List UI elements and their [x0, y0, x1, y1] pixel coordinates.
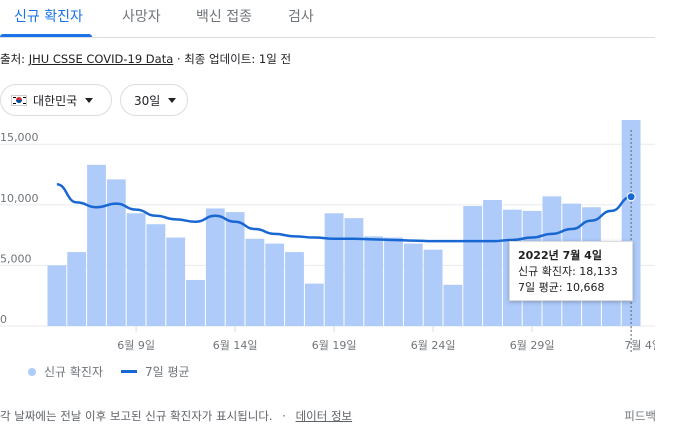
tab-tests[interactable]: 검사 — [288, 9, 314, 25]
bar — [285, 252, 304, 326]
period-dropdown[interactable]: 30일 — [120, 84, 188, 116]
bar — [344, 218, 364, 326]
chart-average-line — [56, 182, 632, 243]
period-label: 30일 — [134, 93, 161, 108]
tab-new-cases[interactable]: 신규 확진자 — [14, 9, 83, 25]
chart-y-axis: 0 5,000 10,000 15,000 — [0, 131, 39, 326]
x-tick-label: 6월 9일 — [117, 338, 155, 352]
y-tick-label: 0 — [0, 313, 7, 326]
bar — [166, 237, 186, 326]
country-label: 대한민국 — [33, 93, 78, 108]
bar — [324, 213, 344, 326]
bar — [423, 249, 443, 326]
hover-point — [626, 192, 636, 202]
y-tick-label: 10,000 — [0, 192, 39, 205]
footer-separator: · — [282, 409, 286, 423]
y-tick-label: 5,000 — [0, 252, 32, 265]
bar — [245, 238, 265, 326]
tab-deaths[interactable]: 사망자 — [122, 9, 161, 25]
bar — [265, 243, 285, 326]
bar — [384, 237, 403, 326]
data-info-link[interactable]: 데이터 정보 — [295, 409, 353, 423]
bar — [146, 224, 166, 326]
bar — [463, 206, 483, 326]
bar — [443, 284, 463, 326]
legend-cases-label: 신규 확진자 — [44, 365, 104, 379]
legend-dot-icon — [28, 367, 36, 376]
y-tick-label: 15,000 — [0, 131, 39, 144]
bar — [403, 243, 423, 326]
average-line — [56, 182, 632, 243]
bar — [87, 164, 106, 326]
bar — [106, 179, 126, 326]
bar — [67, 252, 87, 326]
x-tick-label: 6월 29일 — [510, 338, 555, 352]
tooltip-date: 2022년 7월 4일 — [518, 249, 602, 262]
feedback-link[interactable]: 피드백 — [624, 409, 656, 423]
legend-average: 7일 평균 — [121, 363, 190, 380]
legend-line-icon — [121, 370, 137, 373]
bar — [186, 279, 205, 326]
metric-tabs: 신규 확진자 사망자 백신 접종 검사 — [0, 0, 655, 38]
footer-note-text: 각 날짜에는 전날 이후 보고된 신규 확진자가 표시됩니다. — [0, 409, 273, 423]
chart-x-axis: 6월 9일 6월 14일 6월 19일 6월 24일 6월 29일 7월 4일 — [117, 326, 655, 352]
bar — [364, 236, 384, 326]
chart-tooltip: 2022년 7월 4일 신규 확진자: 18,133 7일 평균: 10,668 — [509, 241, 633, 301]
legend-cases: 신규 확진자 — [28, 363, 103, 380]
bar — [126, 213, 146, 326]
cases-chart[interactable]: 0 5,000 10,000 15,000 6월 9일 6월 14일 6월 19일 6월 2… — [0, 120, 655, 355]
tab-vaccinations[interactable]: 백신 접종 — [196, 9, 252, 25]
tooltip-average: 7일 평균: 10,668 — [518, 281, 605, 294]
bar — [304, 283, 324, 326]
source-link[interactable]: JHU CSSE COVID-19 Data — [28, 52, 174, 66]
x-tick-label: 6월 24일 — [411, 338, 456, 352]
last-updated: · 최종 업데이트: 1일 전 — [173, 52, 292, 66]
chevron-down-icon — [168, 97, 177, 103]
x-tick-label: 6월 14일 — [213, 338, 258, 352]
chevron-down-icon — [85, 97, 94, 103]
legend-average-label: 7일 평균 — [145, 365, 190, 379]
korea-flag-icon — [11, 94, 27, 106]
country-dropdown[interactable]: 대한민국 — [0, 84, 112, 116]
x-tick-label: 6월 19일 — [312, 338, 357, 352]
footer-note: 각 날짜에는 전날 이후 보고된 신규 확진자가 표시됩니다. · 데이터 정보 — [0, 408, 352, 424]
active-tab-indicator — [0, 34, 92, 37]
bar — [225, 212, 245, 326]
x-tick-label: 7월 4일 — [624, 338, 655, 352]
tooltip-cases: 신규 확진자: 18,133 — [518, 265, 618, 278]
bar — [483, 199, 502, 326]
source-line: 출처: JHU CSSE COVID-19 Data · 최종 업데이트: 1일… — [0, 51, 291, 67]
bar — [205, 208, 225, 326]
source-prefix: 출처: — [0, 52, 29, 66]
bar — [47, 265, 67, 326]
